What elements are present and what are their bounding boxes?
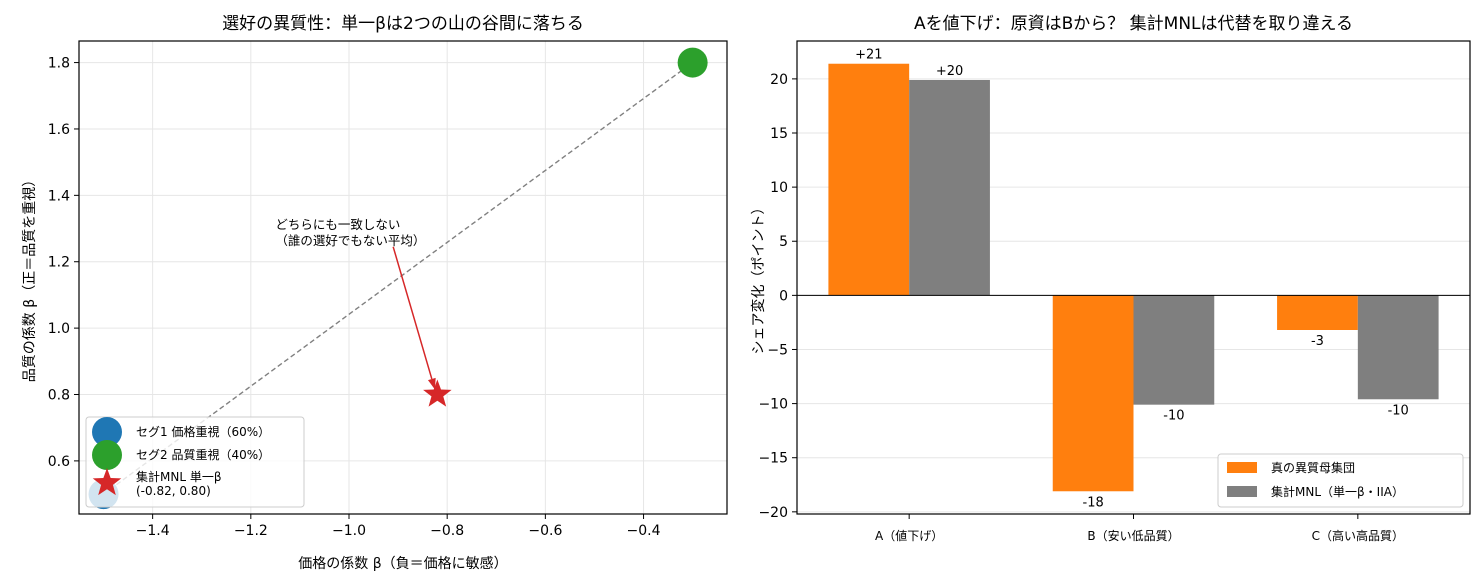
bar-title: Aを値下げ：原資はBから？ 集計MNLは代替を取り違える	[914, 14, 1353, 34]
scatter-x-tick-label: −1.0	[332, 523, 366, 539]
scatter-x-tick-label: −0.8	[430, 523, 464, 539]
scatter-title: 選好の異質性：単一βは2つの山の谷間に落ちる	[222, 14, 584, 34]
bar-value-label: +21	[855, 48, 882, 63]
scatter-x-tick-label: −0.4	[627, 523, 661, 539]
legend-aggregate-mnl-label: 集計MNL（単一β・IIA）	[1271, 484, 1404, 499]
scatter-x-axis-label: 価格の係数 β（負＝価格に敏感）	[298, 555, 507, 572]
scatter-y-tick-label: 1.6	[48, 122, 70, 138]
scatter-axes-frame	[78, 40, 728, 515]
scatter-x-tick-label: −0.6	[528, 523, 562, 539]
annotation-line-1: どちらにも一致しない	[275, 217, 400, 232]
bar-legend-box	[1217, 453, 1464, 508]
legend-segment-1-marker	[92, 417, 122, 447]
legend-segment-1-label: セグ1 価格重視（60%）	[136, 424, 270, 439]
legend-aggregate-mnl-swatch	[1227, 486, 1257, 497]
bar-y-tick-label: 0	[779, 288, 788, 304]
scatter-legend-box	[85, 416, 305, 508]
legend-true-population-label: 真の異質母集団	[1271, 460, 1355, 475]
legend-aggregate-star-marker	[92, 468, 122, 496]
bar-aggregate-mnl	[1133, 295, 1215, 405]
bar-x-tick-label: C（高い高品質）	[1312, 528, 1404, 543]
bar-y-tick-label: −15	[758, 451, 788, 467]
bar-y-tick-label: −10	[758, 397, 788, 413]
annotation-line-2: （誰の選好でもない平均）	[275, 233, 425, 248]
scatter-y-tick-label: 1.8	[48, 56, 70, 72]
bar-x-tick-label: A（値下げ）	[875, 528, 943, 543]
bar-aggregate-mnl	[1357, 295, 1439, 400]
segment-2-point	[677, 47, 708, 78]
bar-y-tick-label: −5	[767, 342, 788, 358]
bar-value-label: -10	[1163, 409, 1184, 424]
annotation-arrowhead	[427, 377, 436, 390]
legend-segment-2-marker	[92, 440, 122, 470]
bar-true-population	[1277, 295, 1358, 330]
scatter-y-tick-label: 1.0	[48, 321, 70, 337]
bar-y-axis-label: シェア変化（ポイント）	[750, 201, 767, 355]
scatter-x-tick-label: −1.4	[136, 523, 170, 539]
bar-x-tick-label: B（安い低品質）	[1087, 528, 1179, 543]
bar-true-population	[1052, 295, 1134, 492]
bar-y-tick-label: −20	[758, 505, 788, 521]
annotation-arrow-line	[392, 246, 433, 380]
bar-value-label: +20	[936, 64, 963, 79]
scatter-y-tick-label: 1.4	[48, 188, 70, 204]
bar-true-population	[828, 63, 910, 296]
bar-value-label: -10	[1388, 403, 1409, 418]
bar-y-tick-label: 20	[770, 72, 788, 88]
scatter-y-axis-label: 品質の係数 β（正＝品質を重視）	[22, 173, 38, 382]
bar-y-tick-label: 5	[779, 234, 788, 250]
scatter-y-tick-label: 0.6	[48, 454, 70, 470]
scatter-x-tick-label: −1.2	[234, 523, 268, 539]
scatter-y-tick-label: 1.2	[48, 255, 70, 271]
bar-y-tick-label: 15	[770, 126, 788, 142]
aggregate-mnl-star-marker	[423, 379, 452, 407]
bar-axes-frame	[796, 40, 1471, 515]
bar-value-label: -3	[1311, 334, 1324, 349]
bar-value-label: -18	[1083, 495, 1104, 510]
legend-segment-2-label: セグ2 品質重視（40%）	[136, 447, 270, 462]
legend-true-population-swatch	[1227, 462, 1257, 473]
bar-y-tick-label: 10	[770, 180, 788, 196]
scatter-y-tick-label: 0.8	[48, 388, 70, 404]
bar-aggregate-mnl	[909, 79, 990, 296]
legend-aggregate-label: 集計MNL 単一β (-0.82, 0.80)	[136, 469, 222, 498]
bar-panel: Aを値下げ：原資はBから？ 集計MNLは代替を取り違える −20 −15 −10 −5 0…	[750, 14, 1471, 543]
scatter-legend: セグ1 価格重視（60%） セグ2 品質重視（40%） 集計MNL 単一β (-0.8…	[85, 416, 305, 508]
scatter-panel: 選好の異質性：単一βは2つの山の谷間に落ちる −1.4 −1.2 −1.0 −0.8 −0…	[22, 14, 728, 572]
